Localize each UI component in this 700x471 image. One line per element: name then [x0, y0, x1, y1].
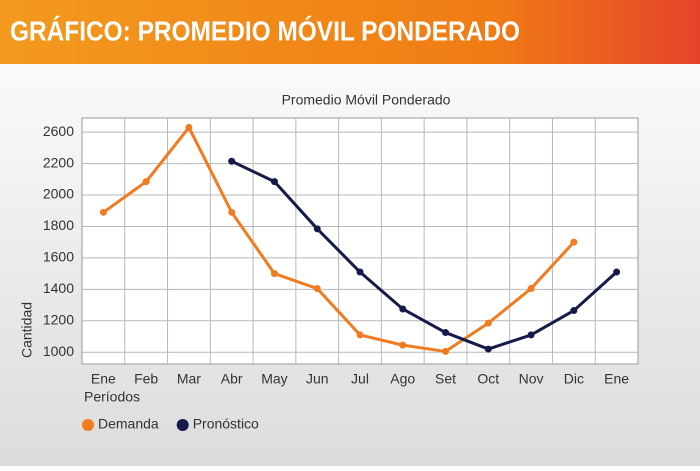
legend-label: Demanda	[98, 416, 159, 432]
x-tick-label: Jul	[351, 371, 369, 387]
point	[356, 331, 364, 339]
y-tick-label: 2000	[43, 186, 74, 202]
x-tick-label: Ene	[91, 371, 116, 387]
x-tick-label: Ene	[604, 371, 629, 387]
plot-area	[81, 117, 639, 365]
point	[570, 307, 578, 315]
y-tick-label: 1800	[43, 217, 74, 233]
point	[442, 347, 450, 355]
point	[613, 268, 621, 276]
x-tick-label: May	[261, 371, 287, 387]
point	[484, 345, 492, 353]
point	[313, 285, 321, 293]
point	[442, 329, 450, 337]
x-tick-label: Jun	[306, 371, 329, 387]
y-tick-label: 2200	[43, 154, 74, 170]
legend-swatch	[82, 419, 94, 431]
series-line	[231, 159, 618, 351]
x-tick-label: Nov	[519, 371, 544, 387]
legend-label: Pronóstico	[193, 416, 259, 432]
x-tick-label: Set	[435, 371, 456, 387]
point	[484, 319, 492, 327]
point	[142, 178, 150, 186]
point	[270, 270, 278, 278]
x-tick-label: Feb	[134, 371, 158, 387]
point	[356, 268, 364, 276]
x-axis-label: Períodos	[84, 389, 140, 405]
point	[527, 331, 535, 339]
slide-title: GRÁFICO: PROMEDIO MÓVIL PONDERADO	[10, 15, 520, 46]
x-tick-label: Ago	[390, 371, 415, 387]
legend-swatch	[176, 419, 189, 431]
point	[570, 238, 578, 246]
y-axis-label: Cantidad	[19, 302, 35, 358]
x-tick-label: Mar	[177, 371, 201, 387]
y-tick-label: 1200	[43, 311, 74, 327]
y-tick-label: 1400	[43, 280, 74, 296]
point	[228, 157, 236, 165]
series-line	[102, 125, 575, 353]
point	[270, 178, 278, 186]
point	[228, 208, 236, 216]
point	[399, 341, 407, 349]
chart-title: Promedio Móvil Ponderado	[282, 92, 451, 108]
x-tick-label: Oct	[477, 371, 499, 387]
point	[185, 123, 193, 131]
header-bar	[0, 0, 700, 64]
point	[527, 285, 535, 293]
point	[99, 208, 107, 216]
y-tick-label: 2600	[43, 123, 74, 139]
x-tick-label: Abr	[221, 371, 243, 387]
point	[313, 225, 321, 233]
y-tick-label: 1600	[43, 249, 74, 265]
point	[399, 305, 407, 313]
x-tick-label: Dic	[564, 371, 584, 387]
y-tick-label: 1000	[43, 343, 74, 359]
